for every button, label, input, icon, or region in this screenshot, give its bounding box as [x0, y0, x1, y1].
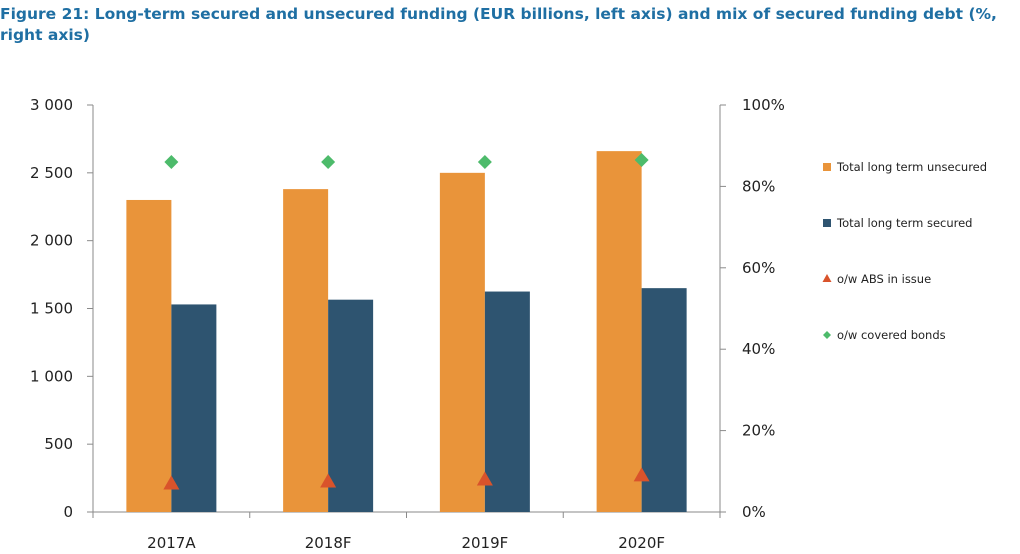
bar-secured	[328, 299, 374, 512]
marker-abs	[320, 473, 337, 488]
legend-label: o/w covered bonds	[837, 328, 946, 342]
marker-abs	[476, 471, 493, 486]
right-tick-label: 0%	[742, 503, 766, 521]
legend-label: o/w ABS in issue	[837, 272, 931, 286]
right-tick-label: 40%	[742, 340, 775, 358]
category-label: 2020F	[618, 534, 665, 552]
category-label: 2017A	[147, 534, 196, 552]
category-label: 2019F	[461, 534, 508, 552]
bars	[126, 151, 687, 513]
left-tick-label: 2 500	[30, 164, 73, 182]
left-tick-label: 3 000	[30, 96, 73, 114]
marker-covered-bonds	[164, 154, 179, 169]
marker-covered-bonds	[634, 152, 649, 167]
legend-swatch	[823, 219, 831, 227]
right-tick-label: 100%	[742, 96, 785, 114]
legend-label: Total long term secured	[836, 216, 972, 230]
legend-swatch	[823, 331, 831, 339]
bar-unsecured	[283, 189, 329, 512]
left-tick-label: 1 500	[30, 300, 73, 318]
legend-swatch	[822, 274, 832, 282]
bar-unsecured	[596, 151, 642, 513]
marker-covered-bonds	[477, 154, 492, 169]
right-tick-label: 60%	[742, 259, 775, 277]
category-label: 2018F	[305, 534, 352, 552]
legend-label: Total long term unsecured	[836, 160, 987, 174]
legend-swatch	[823, 163, 831, 171]
bar-secured	[171, 304, 217, 512]
markers	[163, 152, 650, 490]
axes: 0 500 1 000 1 500 2 000 2 500 3 000 0% 20% 40% 60%…	[30, 96, 785, 552]
marker-covered-bonds	[321, 154, 336, 169]
marker-abs	[163, 475, 180, 490]
left-tick-label: 1 000	[30, 367, 73, 385]
bar-unsecured	[126, 199, 172, 512]
bar-secured	[484, 291, 530, 512]
left-tick-label: 2 000	[30, 232, 73, 250]
right-tick-label: 80%	[742, 177, 775, 195]
marker-abs	[633, 467, 650, 482]
legend: Total long term unsecured Total long term…	[822, 160, 987, 342]
left-tick-label: 500	[44, 435, 73, 453]
chart-title: Figure 21: Long-term secured and unsecur…	[0, 5, 997, 44]
bar-unsecured	[439, 172, 485, 513]
bar-secured	[641, 288, 687, 512]
left-tick-label: 0	[63, 503, 73, 521]
right-tick-label: 20%	[742, 422, 775, 440]
